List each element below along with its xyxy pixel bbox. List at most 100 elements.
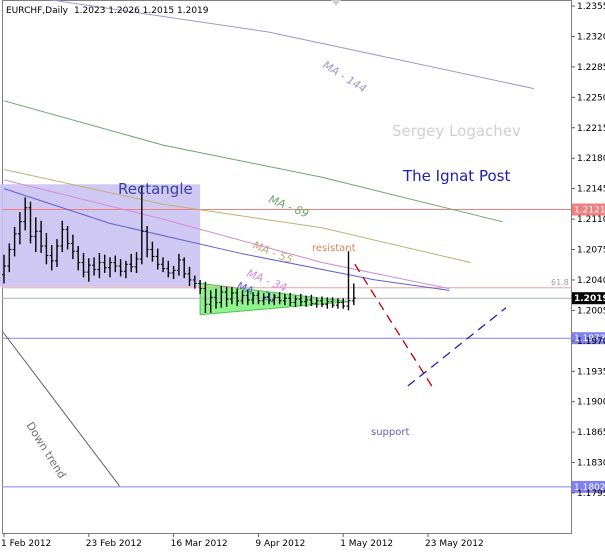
ohlc-bar [256,291,261,305]
ohlc-bar [113,255,118,273]
price-tick-label: 1.1795 [577,489,605,499]
price-tick-label: 1.2355 [577,2,605,12]
support-price-label: 1.1802 [574,483,605,493]
ohlc-bar [28,201,33,244]
ohlc-bar [261,292,266,306]
price-tick-label: 1.2320 [577,32,605,42]
downtrend-line [2,331,120,487]
price-tick-label: 1.1830 [577,459,605,469]
time-tick-label: 9 Apr 2012 [255,539,305,549]
ohlc-bar [65,226,70,250]
ohlc-bar [76,246,81,271]
ma-line-1 [3,100,503,223]
forecast-up-line [407,307,507,387]
watermark-text: Sergey Logachev [392,122,521,140]
ohlc-bar [123,260,128,279]
ohlc-bar [70,234,75,260]
ohlc-bar [166,260,171,278]
forecast-down-line [354,263,433,387]
ohlc-bar [346,251,351,311]
ohlc-bar [129,253,134,273]
ohlc-bar [108,257,112,278]
ohlc-bar [214,288,218,309]
ohlc-bar [187,266,192,287]
ohlc-bar [320,296,324,307]
ohlc-bar [171,266,176,280]
ohlc-bar [245,290,250,306]
ohlc-bar [49,245,54,271]
time-tick-label: 16 Mar 2012 [171,539,228,549]
ohlc-bar [198,279,203,294]
ohlc-bar [335,298,340,309]
support-price-tag [572,480,605,493]
price-tick-label: 1.2215 [577,124,605,134]
resistant-label: resistant [312,243,356,254]
ohlc-bar [145,226,150,258]
ohlc-bar [235,288,240,307]
resistance-price-label: 1.2121 [574,205,605,215]
ohlc-bar [33,217,38,253]
chart-header: EURCHF,Daily 1.2023 1.2026 1.2015 1.2019 [6,6,209,16]
ohlc-bar [81,252,86,278]
price-tick-label: 1.1865 [577,428,605,438]
ohlc-bar [176,253,181,276]
blog-title: The Ignat Post [402,167,510,185]
ohlc-bar [139,185,144,265]
price-tick-label: 1.2040 [577,276,605,286]
ohlc-bar [55,239,59,267]
support-price-tag [572,332,605,345]
ohlc-bar [288,292,293,307]
ohlc-bar [330,297,335,308]
ohlc-bar [314,297,319,308]
ohlc-bar [325,297,330,309]
ohlc-bar [272,293,277,306]
price-tick-label: 1.2110 [577,215,605,225]
header-ohlc: 1.2023 1.2026 1.2015 1.2019 [74,6,209,16]
ohlc-bar [44,232,49,265]
ohlc-bar [240,290,245,305]
time-tick-label: 1 Feb 2012 [1,539,51,549]
price-tick-label: 1.2250 [577,93,605,103]
current-price-tag [572,292,605,305]
ohlc-bar [155,248,160,270]
current-price-label: 1.2019 [574,294,605,304]
ohlc-bar [224,286,229,307]
scroll-marker-icon [331,0,341,6]
time-tick-label: 1 May 2012 [340,539,393,549]
price-tick-label: 1.2285 [577,63,605,73]
price-tick-label: 1.2145 [577,185,605,195]
support-price-label: 1.1973 [574,334,605,344]
ohlc-bar [161,257,165,273]
ohlc-bar [150,241,155,262]
resistance-price-tag [572,203,605,216]
time-tick-label: 23 May 2012 [425,539,484,549]
ohlc-bar [2,254,6,284]
ohlc-bar [23,197,28,231]
ohlc-bar [7,243,12,273]
ohlc-bar [267,292,271,305]
ma-line-3 [3,179,450,290]
ohlc-bar [229,286,234,305]
support-label: support [371,427,409,438]
ohlc-bar [192,275,197,289]
ohlc-bar [182,257,187,279]
ohlc-bar [277,292,282,305]
ma-line-2 [3,169,471,263]
ohlc-bar [219,286,224,308]
ohlc-bar [12,226,17,257]
ohlc-bar [341,298,346,309]
ohlc-bar [351,283,356,306]
ohlc-bar [102,254,107,273]
ohlc-bar [282,293,287,306]
ma-line-0 [48,0,535,90]
ohlc-bar [304,295,309,307]
time-tick-label: 23 Feb 2012 [86,539,142,549]
ohlc-bar [309,294,314,307]
header-symbol: EURCHF,Daily [6,6,69,16]
ohlc-bar [39,220,44,253]
price-tick-label: 1.2180 [577,154,605,164]
ohlc-bar [17,212,22,245]
ohlc-bar [97,252,102,279]
ohlc-bar [298,293,303,307]
